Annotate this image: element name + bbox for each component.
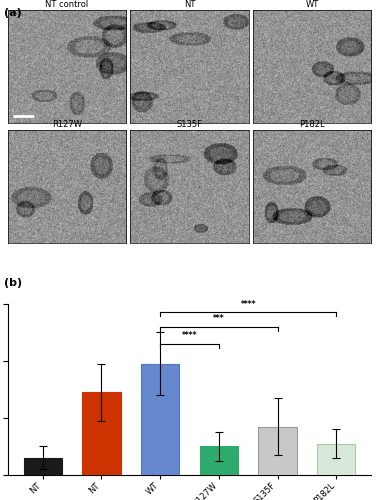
Title: NT control: NT control: [45, 0, 88, 9]
Title: WT: WT: [306, 0, 319, 9]
Title: NT: NT: [184, 0, 195, 9]
Bar: [24, 458, 62, 475]
Text: ***: ***: [213, 314, 225, 324]
Bar: [141, 364, 179, 475]
Text: (b): (b): [4, 278, 22, 287]
Text: ****: ****: [240, 300, 256, 309]
Bar: [200, 446, 238, 475]
Bar: [82, 392, 121, 475]
Title: P182L: P182L: [299, 120, 325, 130]
Text: ****: ****: [182, 332, 197, 340]
Title: R127W: R127W: [52, 120, 81, 130]
Bar: [317, 444, 355, 475]
Text: (a): (a): [4, 8, 22, 18]
Title: S135F: S135F: [177, 120, 202, 130]
Bar: [258, 426, 297, 475]
